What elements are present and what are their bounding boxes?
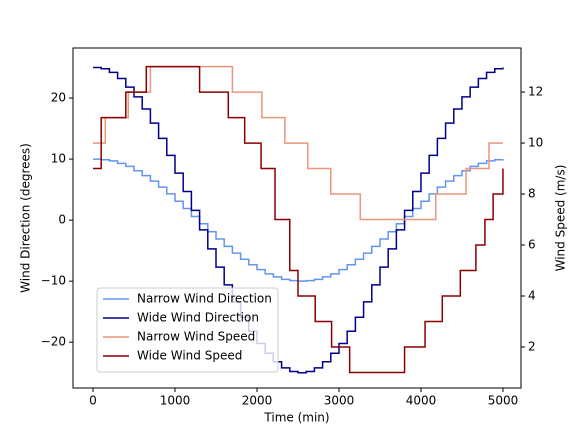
x-axis-label: Time (min): [263, 411, 329, 425]
y2-tick-label: 6: [528, 238, 536, 252]
legend-label: Narrow Wind Speed: [137, 330, 255, 344]
legend-label: Wide Wind Direction: [137, 311, 259, 325]
y-tick-label: 20: [51, 91, 66, 105]
y2-tick-label: 12: [528, 85, 543, 99]
y2-tick-label: 10: [528, 136, 543, 150]
step-line: [93, 65, 503, 221]
step-line: [93, 158, 504, 282]
x-tick-label: 1000: [160, 394, 191, 408]
y-tick-label: 10: [51, 152, 66, 166]
x-tick-label: 3000: [324, 394, 355, 408]
y-axis-label: Wind Direction (degrees): [19, 143, 33, 293]
plot-frame: [72, 47, 522, 389]
y2-axis-label: Wind Speed (m/s): [554, 165, 568, 272]
x-tick-label: 0: [89, 394, 97, 408]
y-tick-label: 0: [58, 213, 66, 227]
y2-tick-label: 8: [528, 187, 536, 201]
legend-label: Narrow Wind Direction: [137, 292, 272, 306]
y2-tick-label: 4: [528, 288, 536, 302]
legend-label: Wide Wind Speed: [137, 349, 242, 363]
x-tick-label: 4000: [406, 394, 437, 408]
legend-box: [96, 287, 279, 373]
step-line: [93, 65, 504, 374]
y2-tick-label: 2: [528, 339, 536, 353]
y-tick-label: −20: [41, 335, 66, 349]
x-tick-label: 2000: [242, 394, 273, 408]
y-tick-label: −10: [41, 274, 66, 288]
step-line: [93, 66, 504, 374]
x-tick-label: 5000: [488, 394, 519, 408]
